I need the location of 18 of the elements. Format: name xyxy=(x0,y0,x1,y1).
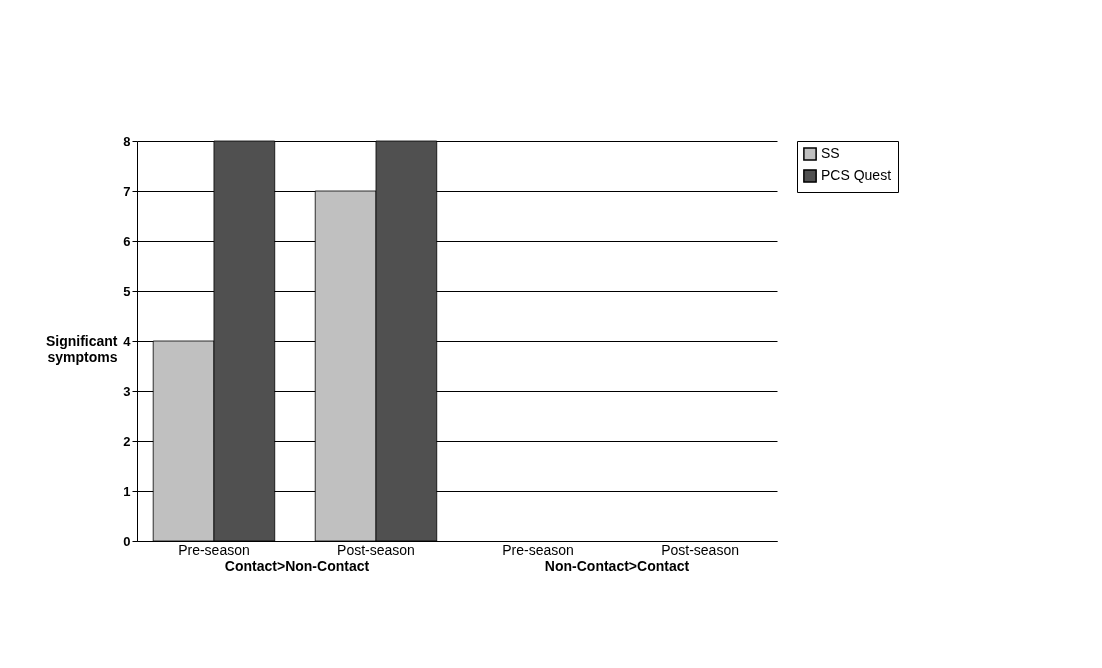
y-tick-label: 1 xyxy=(123,483,131,499)
y-tick-label: 7 xyxy=(123,183,131,199)
y-tick-label: 0 xyxy=(123,533,131,549)
text: Non-Contact>Contact xyxy=(544,558,690,574)
legend-label: PCS Quest xyxy=(821,167,892,183)
legend-label: SS xyxy=(821,145,840,161)
y-tick-label: 5 xyxy=(123,283,131,299)
x-tick-label: Pre-season xyxy=(502,541,574,558)
y-tick-label: 8 xyxy=(123,133,131,149)
y-tick-label: 4 xyxy=(123,333,132,349)
y-axis-title: Significant symptoms xyxy=(45,332,118,365)
text: Contact>Non-Contact xyxy=(224,558,370,574)
y-tick-label: 3 xyxy=(123,383,131,399)
x-tick-label: Post-season xyxy=(337,541,415,558)
y-tick-label: 6 xyxy=(123,233,131,249)
x-tick-label: Post-season xyxy=(661,541,739,558)
y-tick-label: 2 xyxy=(123,433,131,449)
x-tick-label: Pre-season xyxy=(178,541,250,558)
